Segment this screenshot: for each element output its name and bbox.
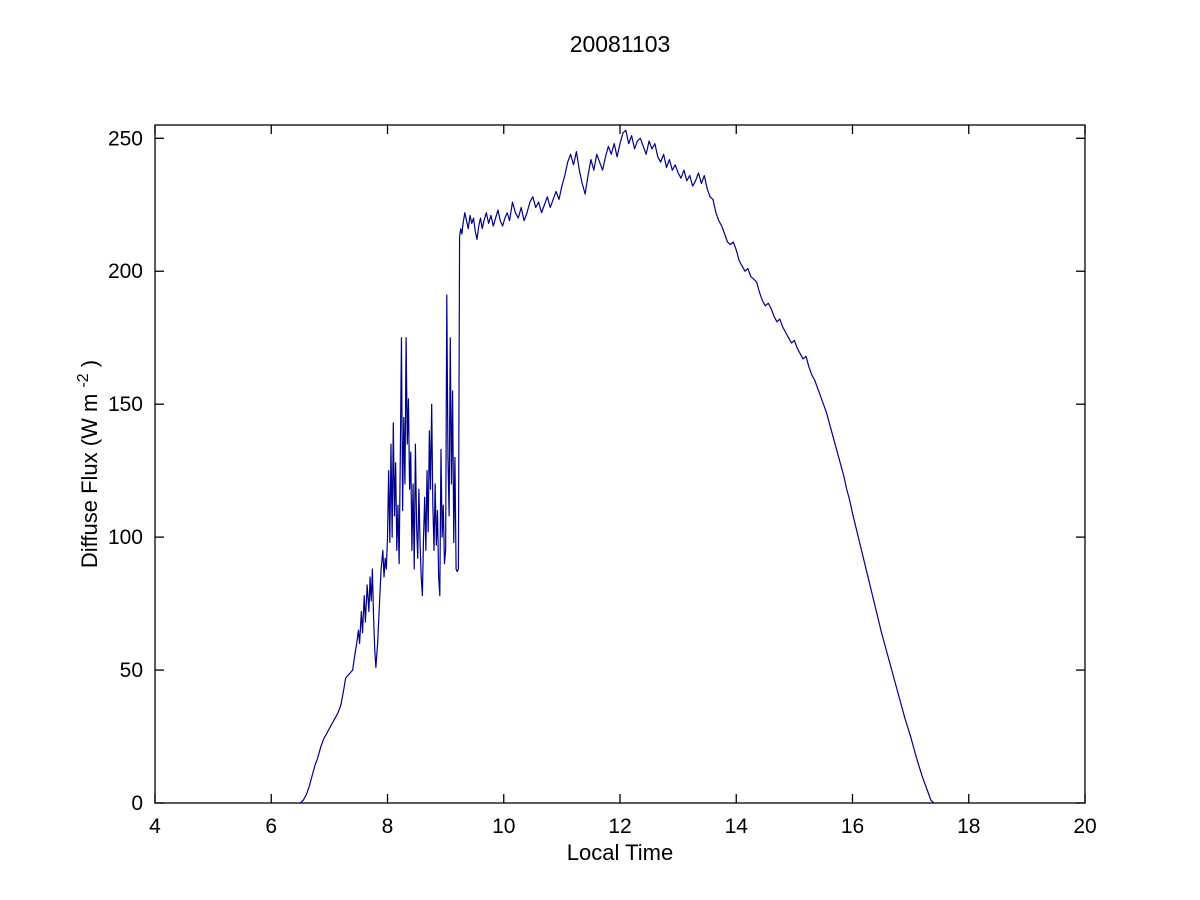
x-tick-label: 10 <box>492 815 515 838</box>
x-tick-label: 8 <box>382 815 394 838</box>
data-line-diffuse-flux <box>299 129 935 804</box>
y-tick-label: 0 <box>131 792 143 815</box>
x-tick-label: 18 <box>957 815 980 838</box>
data-series <box>299 129 935 804</box>
x-axis-label: Local Time <box>567 840 673 865</box>
x-tick-label: 4 <box>149 815 161 838</box>
y-axis-label-main: Diffuse Flux (W m <box>77 394 102 568</box>
x-tick-label: 6 <box>265 815 277 838</box>
y-tick-label: 50 <box>120 659 143 682</box>
x-axis-tick-labels: 4 6 8 10 12 14 16 18 20 <box>149 815 1097 838</box>
x-tick-label: 14 <box>725 815 749 838</box>
y-tick-label: 100 <box>108 526 143 549</box>
y-tick-label: 200 <box>108 260 143 283</box>
y-axis-tick-labels: 0 50 100 150 200 250 <box>108 127 143 815</box>
plot-area <box>154 124 1086 804</box>
chart-title: 20081103 <box>570 31 671 57</box>
x-tick-label: 20 <box>1073 815 1096 838</box>
y-tick-label: 150 <box>108 393 143 416</box>
x-tick-label: 12 <box>608 815 631 838</box>
x-tick-label: 16 <box>841 815 864 838</box>
y-axis-label: Diffuse Flux (W m -2 ) <box>68 360 102 568</box>
y-axis-label-end: ) <box>77 360 102 367</box>
y-tick-label: 250 <box>108 127 143 150</box>
axis-ticks <box>154 125 1086 804</box>
y-axis-label-superscript: -2 <box>75 373 92 387</box>
